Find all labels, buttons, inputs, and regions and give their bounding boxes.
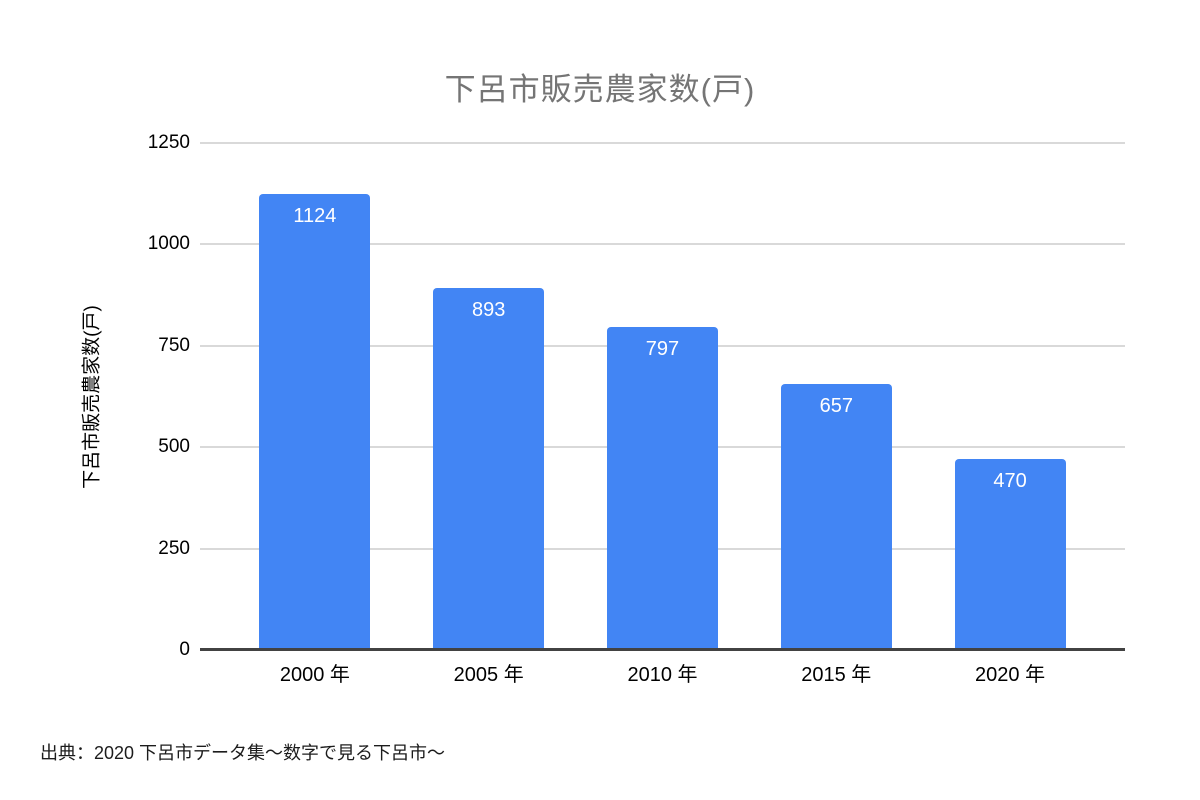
gridline-1250 <box>200 142 1125 144</box>
bar-2020年: 470 <box>954 459 1066 650</box>
y-tick-label-250: 250 <box>158 537 190 559</box>
chart-title: 下呂市販売農家数(戸) <box>444 72 756 107</box>
bar-slot: 893 <box>402 143 576 650</box>
x-axis-labels: 2000 年 2005 年 2010 年 2015 年 2020 年 <box>200 659 1125 691</box>
bar-value-label: 470 <box>993 470 1027 493</box>
y-tick-label-0: 0 <box>179 639 190 660</box>
bar-slot: 797 <box>576 143 750 650</box>
bar-2015年: 657 <box>780 383 892 650</box>
x-axis-label: 2005 年 <box>453 664 524 686</box>
source-note: 出典：2020 下呂市データ集〜数字で見る下呂市〜 <box>40 743 446 763</box>
y-tick-label-1250: 1250 <box>147 132 190 153</box>
bar-2000年: 1124 <box>259 194 371 650</box>
y-tick-label-500: 500 <box>158 436 190 458</box>
y-tick-label-750: 750 <box>158 334 190 356</box>
bars-container: 1124 893 797 657 470 <box>200 143 1125 650</box>
y-tick-label-1000: 1000 <box>147 233 190 255</box>
bar-2005年: 893 <box>433 287 545 650</box>
bar-value-label: 1124 <box>293 205 337 228</box>
y-axis-tick-labels: 0 250 500 750 1000 1250 <box>60 132 190 660</box>
x-axis-label: 2000 年 <box>279 664 350 686</box>
bar-slot: 657 <box>749 143 923 650</box>
x-axis-label: 2010 年 <box>627 664 698 686</box>
bar-2010年: 797 <box>606 326 718 650</box>
x-axis-label: 2020 年 <box>975 664 1046 686</box>
plot-area: 1124 893 797 657 470 <box>200 142 1125 651</box>
bar-value-label: 657 <box>819 394 853 417</box>
bar-slot: 1124 <box>228 143 402 650</box>
bar-slot: 470 <box>923 143 1097 650</box>
x-axis-line <box>200 648 1125 651</box>
x-axis-label: 2015 年 <box>801 664 872 686</box>
bar-value-label: 797 <box>645 337 680 360</box>
gridline-1000 <box>200 243 1125 246</box>
bar-value-label: 893 <box>472 298 506 321</box>
